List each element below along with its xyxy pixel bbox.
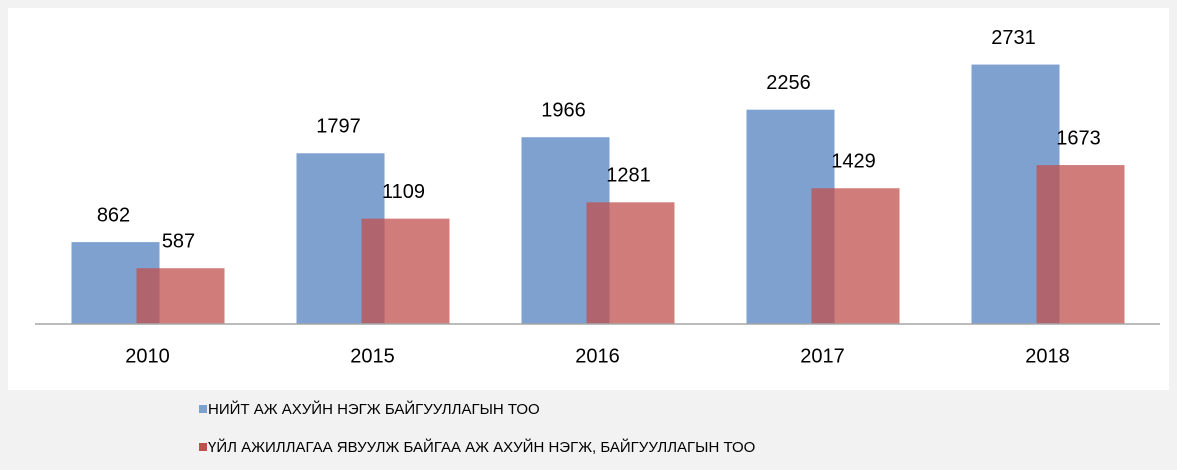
value-label: 1109 <box>382 181 425 203</box>
value-label: 1429 <box>831 151 876 173</box>
value-label: 1797 <box>316 116 361 138</box>
x-tick-label: 2016 <box>575 345 620 367</box>
x-tick-label: 2015 <box>350 345 395 367</box>
value-label: 2256 <box>766 72 811 94</box>
value-label: 1966 <box>541 100 586 122</box>
value-label: 2731 <box>991 27 1036 49</box>
legend-label: НИЙТ АЖ АХУЙН НЭГЖ БАЙГУУЛЛАГЫН ТОО <box>208 400 540 418</box>
x-tick-label: 2018 <box>1025 345 1070 367</box>
legend-swatch <box>199 405 207 413</box>
bar <box>811 188 900 324</box>
value-label: 1673 <box>1056 127 1101 149</box>
bar <box>136 268 225 324</box>
legend-label: ҮЙЛ АЖИЛЛАГАА ЯВУУЛЖ БАЙГАА АЖ АХУЙН НЭГ… <box>208 438 755 456</box>
bar <box>586 202 675 324</box>
x-tick-label: 2017 <box>800 345 845 367</box>
value-label: 1281 <box>606 165 651 187</box>
legend-swatch <box>199 443 207 451</box>
value-label: 587 <box>162 231 195 253</box>
x-tick-label: 2010 <box>125 345 170 367</box>
bar <box>361 218 450 324</box>
bar <box>1036 165 1125 324</box>
value-label: 862 <box>97 204 130 226</box>
